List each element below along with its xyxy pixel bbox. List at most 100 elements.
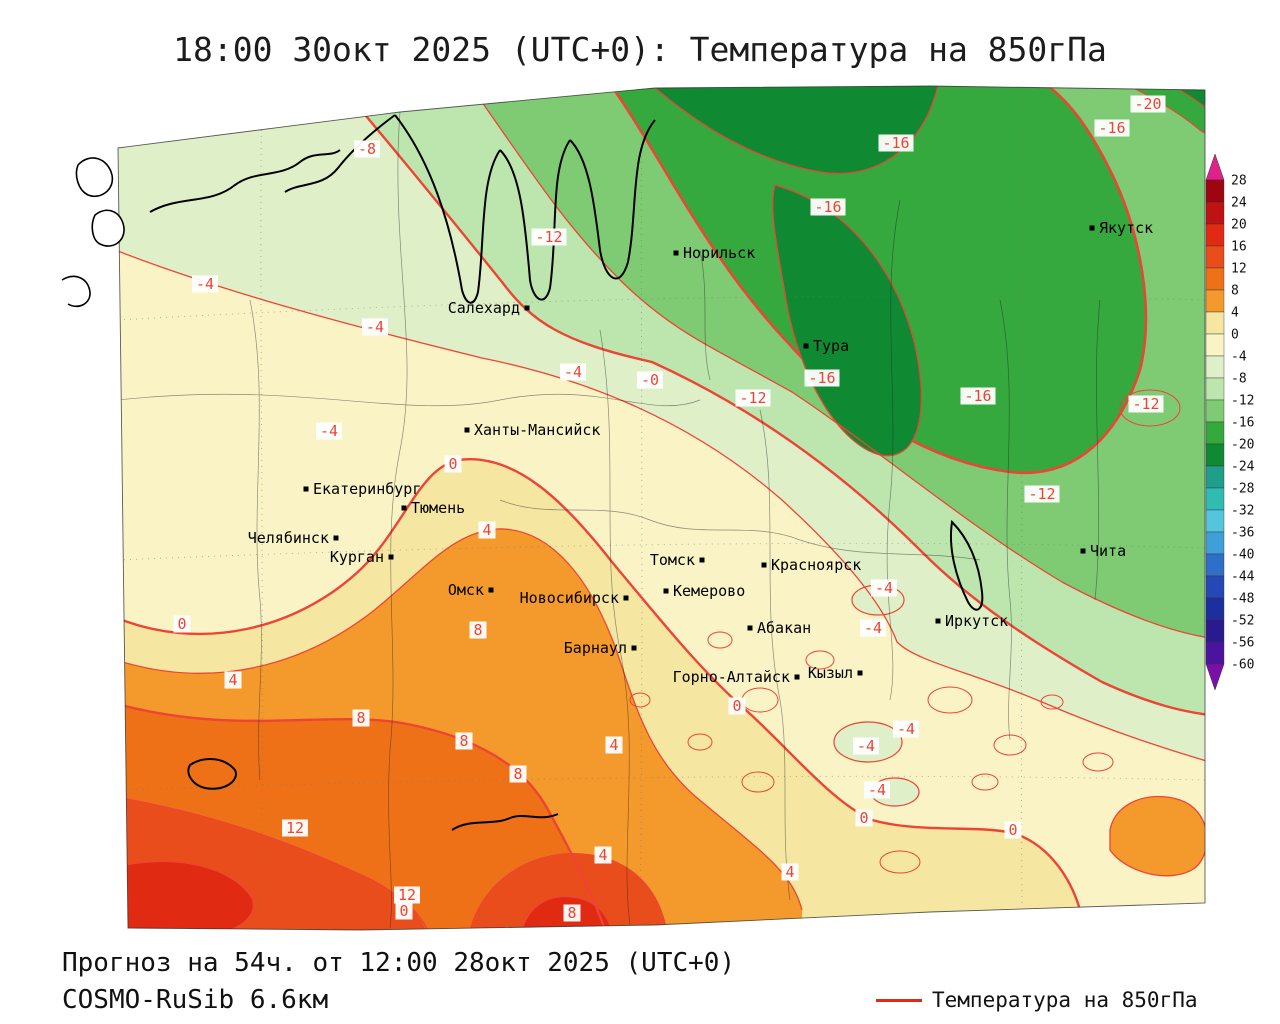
colorbar-cell <box>1205 267 1225 291</box>
colorbar-tick-label: 20 <box>1231 218 1247 233</box>
colorbar-cell <box>1205 223 1225 247</box>
contour-label-bg <box>860 619 886 637</box>
colorbar-cell <box>1205 179 1225 203</box>
contour-label: 4 <box>598 846 607 864</box>
city-label: Якутск <box>1099 219 1153 237</box>
colorbar-cell <box>1205 333 1225 357</box>
contour-label-bg <box>469 621 487 639</box>
contour-label: -4 <box>196 275 214 293</box>
contour-label-bg <box>853 737 879 755</box>
temperature-colorbar: 28 24 20 16 12 8 4 0 -4 -8 -12 -16 -20 -24 -28 -32 -36 -4… <box>1205 153 1255 691</box>
contour-label-bg <box>1094 119 1130 137</box>
city-label: Салехард <box>448 299 520 317</box>
colorbar-cell <box>1205 641 1225 665</box>
colorbar-cell <box>1205 597 1225 621</box>
contour-label-bg <box>478 521 496 539</box>
contour-label-bg <box>864 781 890 799</box>
city-marker <box>524 305 530 311</box>
legend-contour-line-sample <box>876 998 922 1002</box>
city-label: Норильск <box>683 244 755 262</box>
city-marker <box>663 588 669 594</box>
colorbar-tick-label: -48 <box>1231 592 1254 607</box>
colorbar-cell <box>1205 443 1225 467</box>
contour-label-bg <box>509 765 527 783</box>
colorbar-cell <box>1205 619 1225 643</box>
contour-label-bg <box>394 886 420 904</box>
colorbar-cell <box>1205 575 1225 599</box>
contour-label-bg <box>735 389 771 407</box>
city-label: Ханты-Мансийск <box>474 421 600 439</box>
contour-label-bg <box>605 736 623 754</box>
city-label: Красноярск <box>771 556 861 574</box>
contour-label: -4 <box>857 737 875 755</box>
city-marker <box>1080 548 1086 554</box>
contour-label-bg <box>893 720 919 738</box>
contour-label-bg <box>804 369 840 387</box>
colorbar-tick-label: -44 <box>1231 570 1255 585</box>
colorbar-tick-label: -36 <box>1231 526 1254 541</box>
colorbar-tick-label: -12 <box>1231 394 1254 409</box>
contour-label: -4 <box>564 363 582 381</box>
temp-band-4-8-se-blob <box>1109 795 1205 877</box>
domain-frame <box>117 85 1206 931</box>
contour-label: -12 <box>739 389 766 407</box>
colorbar-cell <box>1205 311 1225 335</box>
city-label: Челябинск <box>248 529 329 547</box>
contour-label: -0 <box>641 371 659 389</box>
contour-label: 0 <box>859 809 868 827</box>
contour-label: -16 <box>814 198 841 216</box>
colorbar-tick-label: 0 <box>1231 328 1239 343</box>
map-legend: Температура на 850гПа <box>876 988 1198 1012</box>
page-title: 18:00 30окт 2025 (UTC+0): Температура на… <box>173 30 1107 69</box>
colorbar-tick-label: -60 <box>1231 658 1254 673</box>
contour-label: -20 <box>1134 95 1161 113</box>
contour-label-bg <box>224 671 242 689</box>
colorbar-cell <box>1205 531 1225 555</box>
city-label: Новосибирск <box>520 589 619 607</box>
city-label: Кызыл <box>808 664 853 682</box>
city-marker <box>747 625 753 631</box>
city-marker <box>761 562 767 568</box>
contour-label: 8 <box>567 904 576 922</box>
contour-label-bg <box>1128 395 1164 413</box>
colorbar-cell <box>1205 245 1225 269</box>
contour-label: 4 <box>482 521 491 539</box>
colorbar-tick-label: -24 <box>1231 460 1255 475</box>
contour-label: 4 <box>228 671 237 689</box>
contour-label: -4 <box>897 720 915 738</box>
contour-label-bg <box>282 819 308 837</box>
city-marker <box>803 343 809 349</box>
model-info: COSMO-RuSib 6.6км <box>62 985 329 1015</box>
contour-label: -12 <box>535 228 562 246</box>
contour-label-bg <box>354 140 380 158</box>
contour-label: -16 <box>882 134 909 152</box>
contour-label-bg <box>352 709 370 727</box>
colorbar-cell <box>1205 377 1225 401</box>
colorbar-tick-label: -16 <box>1231 416 1254 431</box>
colorbar-arrow-bottom <box>1205 663 1225 691</box>
colorbar-cell <box>1205 399 1225 423</box>
colorbar-tick-label: -28 <box>1231 482 1254 497</box>
contour-label: 8 <box>459 732 468 750</box>
colorbar-cell <box>1205 553 1225 577</box>
contour-label: 0 <box>177 615 186 633</box>
city-marker <box>464 427 470 433</box>
city-marker <box>488 587 494 593</box>
city-marker <box>333 535 339 541</box>
contour-label: 0 <box>732 697 741 715</box>
contour-label-bg <box>563 904 581 922</box>
city-marker <box>1089 225 1095 231</box>
city-marker <box>623 595 629 601</box>
contour-label-bg <box>362 318 388 336</box>
contour-label: -4 <box>864 619 882 637</box>
contour-label-bg <box>594 846 612 864</box>
temp-band-16p-sw <box>118 861 254 930</box>
colorbar-tick-label: -52 <box>1231 614 1254 629</box>
colorbar-cell <box>1205 355 1225 379</box>
contour-label-bg <box>871 579 897 597</box>
colorbar-tick-label: -56 <box>1231 636 1254 651</box>
colorbar-tick-label: 24 <box>1231 196 1247 211</box>
city-marker <box>303 486 309 492</box>
city-label: Екатеринбург <box>313 480 421 498</box>
